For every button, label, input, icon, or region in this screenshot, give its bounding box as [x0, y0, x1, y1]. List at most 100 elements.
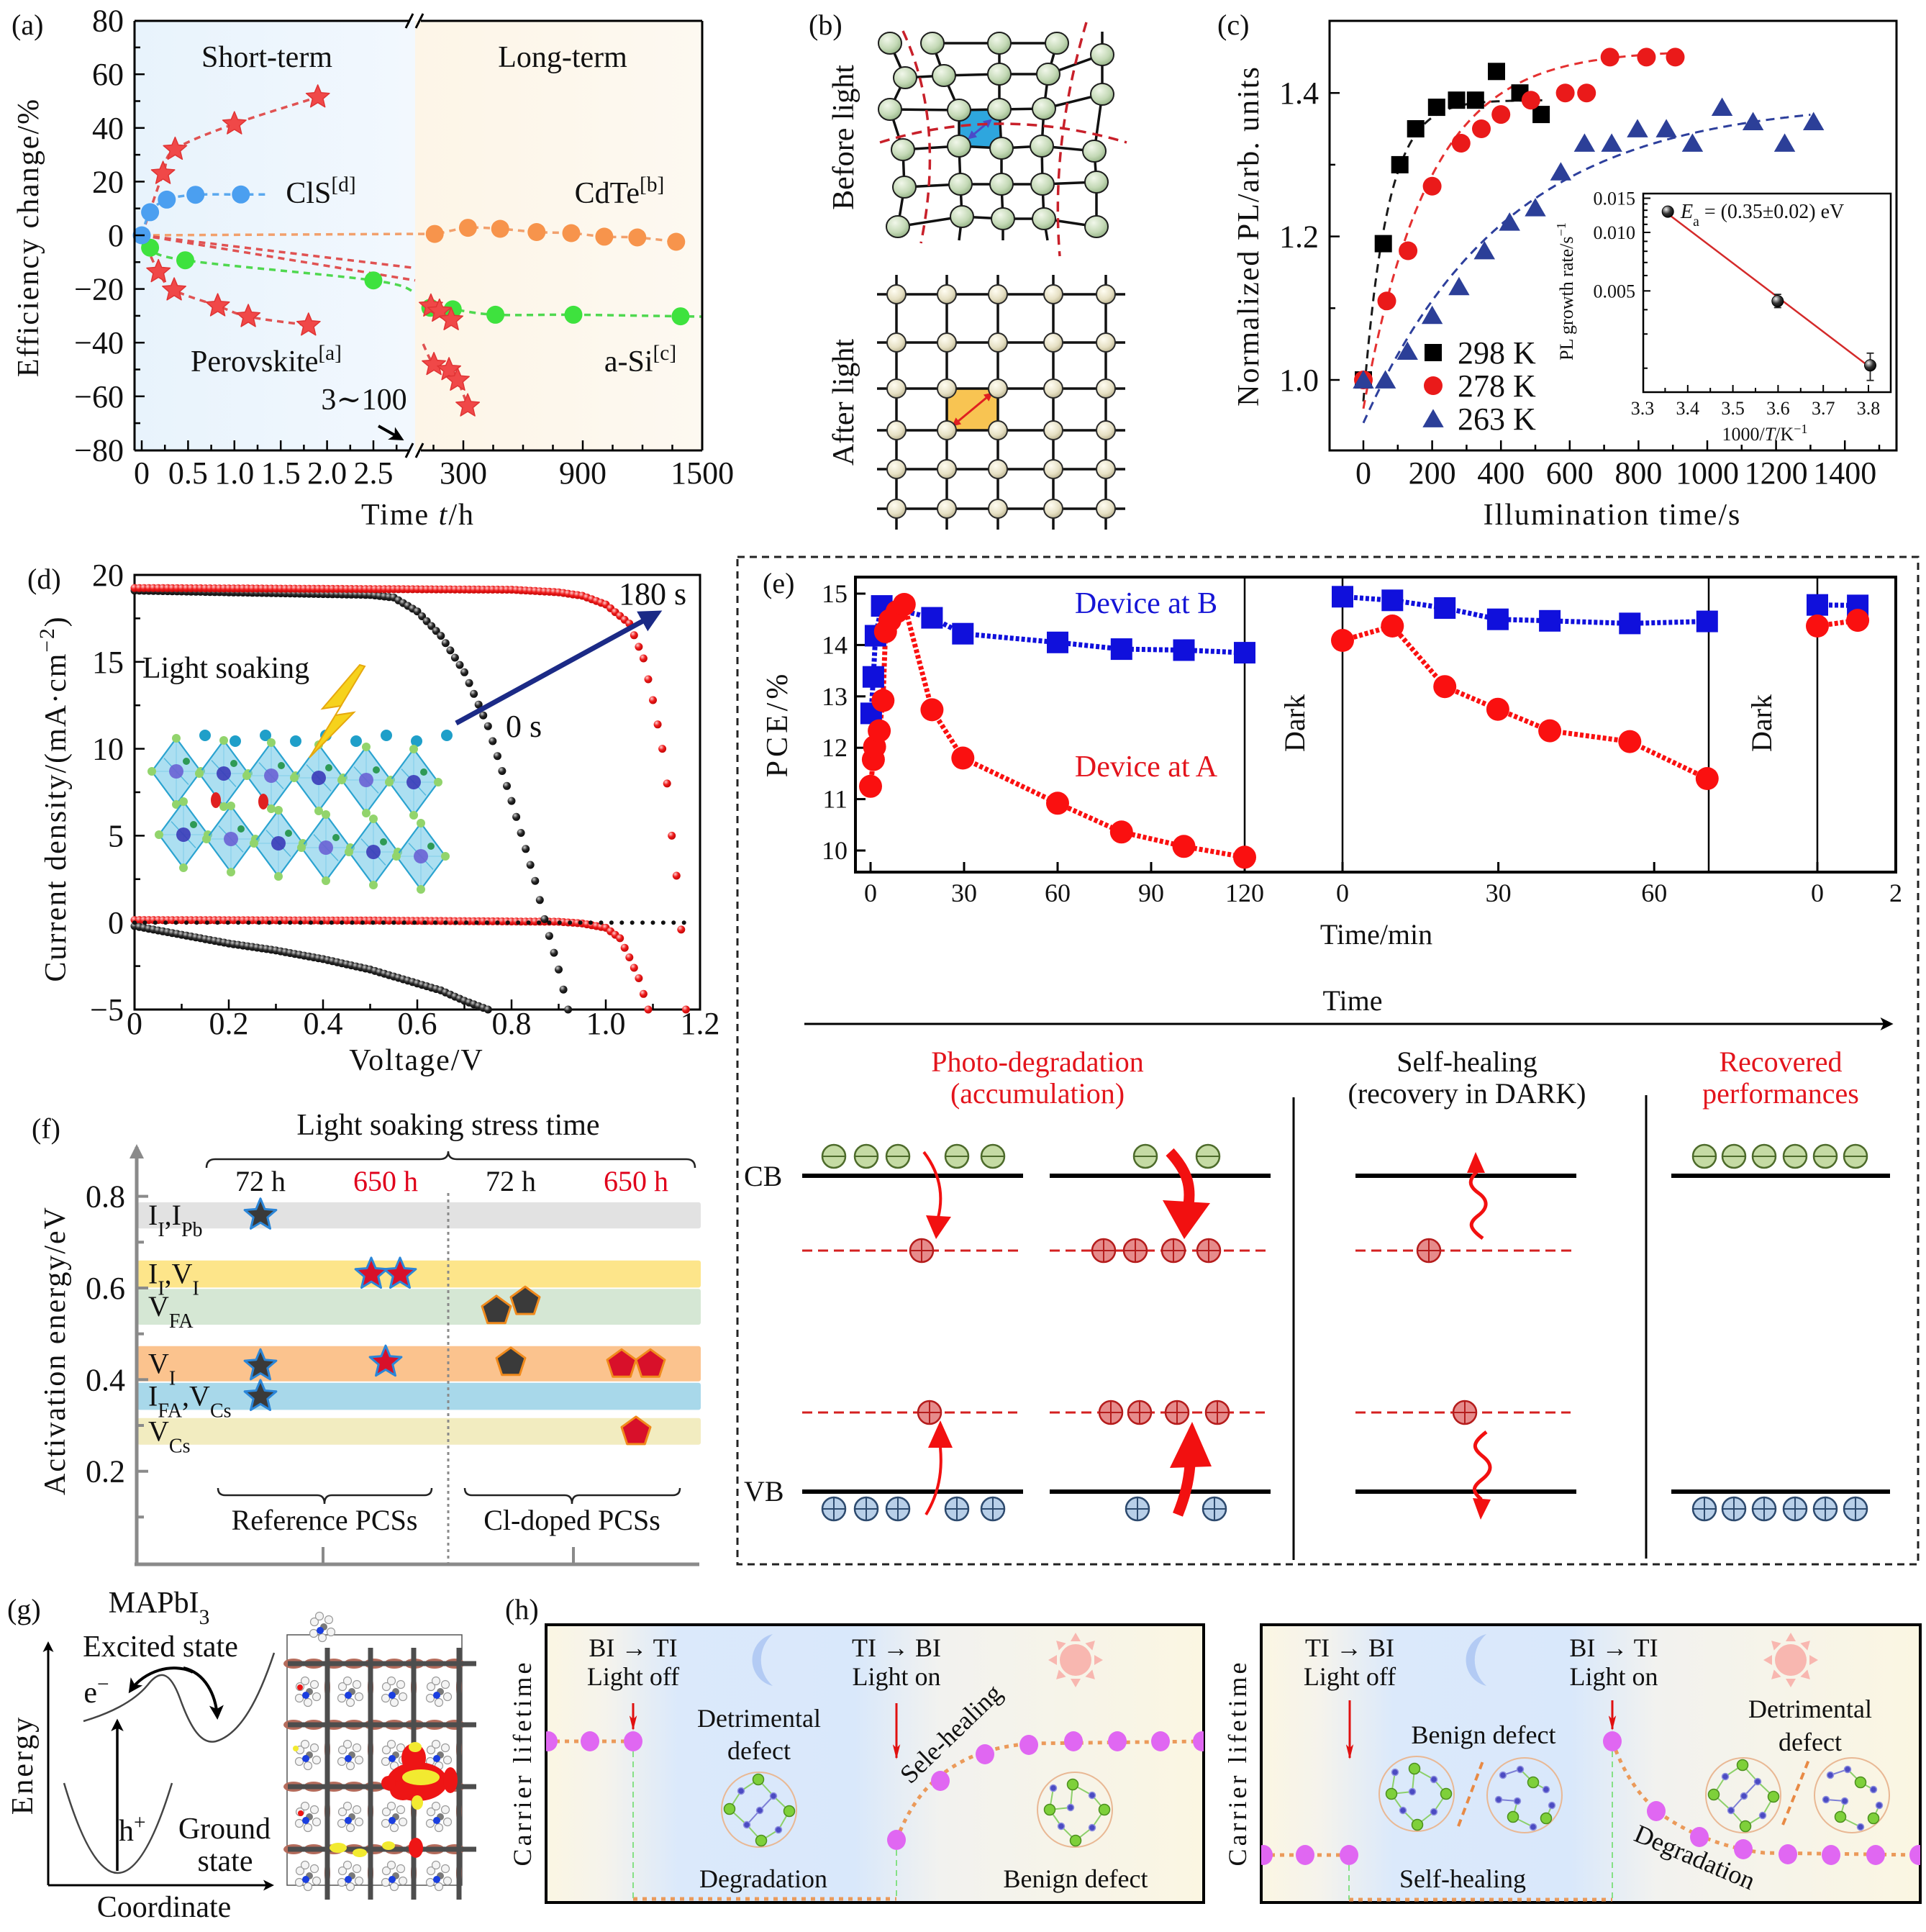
- data-point-pl-growth-rate: [1864, 359, 1876, 372]
- data-point-perovskite: [422, 352, 446, 376]
- x-site-atom: [172, 734, 181, 743]
- inner-x-site-atom: [230, 760, 237, 767]
- b-site-atom: [217, 766, 231, 781]
- sun-icon: [1048, 1633, 1103, 1687]
- data-point-0-s-illuminated: [470, 689, 478, 698]
- sun-ray: [1786, 1633, 1796, 1641]
- superscript: [d]: [331, 173, 355, 196]
- data-point-180-s-dark: [625, 953, 634, 961]
- x-tick-label: 1000: [1676, 455, 1739, 491]
- perovskite-crystal-illustration: [147, 730, 453, 894]
- hydrogen-atom: [440, 1679, 450, 1690]
- lattice-atom: [987, 63, 1012, 86]
- y-tick-label: 0.6: [86, 1271, 125, 1306]
- small-atom: [1088, 1823, 1096, 1832]
- text-run: Time/min: [1320, 918, 1432, 951]
- text-run: 1000/: [1722, 424, 1765, 445]
- lattice-atom: [893, 66, 917, 89]
- inset-arrhenius-plot: 3.3 3.4 3.5 3.6 3.7 3.8 0.005 0.010 0.015 1000/T/…: [1554, 189, 1892, 445]
- hydrogen-atom: [381, 1877, 391, 1887]
- text-run: V: [148, 1415, 169, 1447]
- large-atom: [1867, 1812, 1880, 1825]
- text-run: Short-term: [201, 41, 332, 74]
- x-site-atom: [242, 771, 251, 780]
- free-electron: [821, 1143, 847, 1169]
- ground-state-label: Ground: [178, 1813, 271, 1846]
- lattice-atom: [937, 284, 957, 304]
- x-tick-label: 3.6: [1766, 398, 1790, 419]
- data-point-device-at-a: [868, 719, 891, 743]
- group-brace: [217, 1487, 433, 1505]
- x-tick-label: 600: [1546, 455, 1594, 491]
- lifetime-data-point: [1108, 1731, 1127, 1751]
- data-point-device-at-a: [1046, 792, 1069, 815]
- text-run: Perovskite: [191, 345, 318, 378]
- y-tick-label: 1.2: [1279, 219, 1319, 255]
- stage-subtitle: (recovery in DARK): [1348, 1077, 1586, 1110]
- superscript: [c]: [653, 342, 677, 365]
- b-site-atom: [406, 775, 421, 789]
- relaxation-arrow-right: [183, 1666, 224, 1720]
- y-axis-label: Energy: [6, 1715, 40, 1815]
- lattice-atom: [988, 332, 1008, 353]
- reference-dot: [401, 920, 406, 925]
- plot-area: [1353, 47, 1825, 424]
- text-run: 650 h: [353, 1165, 418, 1197]
- dark-period-label: Dark: [1745, 694, 1778, 752]
- hydrogen-atom: [309, 1805, 319, 1815]
- hydrogen-atom: [386, 1676, 396, 1686]
- data-point-278-k: [1637, 47, 1656, 67]
- hydrogen-atom: [300, 1676, 310, 1686]
- sun-ray: [1763, 1655, 1772, 1665]
- strong-trapping-arrow: [1173, 1464, 1196, 1517]
- data-point-0-s-illuminated: [503, 781, 511, 790]
- text-run: 20: [92, 558, 124, 593]
- data-point-cls: [141, 203, 160, 222]
- plot-area: II,IPbII,VIVFAVIIFA,VCsVCs0.20.40.60.8Re…: [86, 1144, 701, 1566]
- arrow-end-label: 180 s: [619, 576, 686, 612]
- data-point-cls: [158, 190, 176, 209]
- defect-label: defect: [1779, 1728, 1842, 1756]
- reference-dot: [547, 920, 552, 925]
- x-site-atom: [369, 881, 378, 889]
- series-label-perovskite: Perovskite[a]: [191, 342, 342, 378]
- text-run: −40: [74, 325, 124, 360]
- inner-x-site-atom: [420, 768, 427, 776]
- nitrogen-atom: [433, 1817, 440, 1824]
- sun-ray: [1056, 1669, 1066, 1679]
- data-point-263-k: [1773, 133, 1796, 152]
- data-point-180-s-illuminated: [672, 871, 681, 880]
- reference-dot: [609, 920, 614, 925]
- lattice-atom: [947, 135, 971, 158]
- text-run: ): [40, 615, 73, 627]
- reference-dot: [640, 920, 645, 925]
- x-site-atom: [274, 806, 283, 815]
- band-label: II,VI: [148, 1258, 199, 1300]
- x-tick-label: 1400: [1813, 455, 1876, 491]
- x-site-atom: [267, 738, 276, 747]
- text-run: Light soaking: [142, 652, 309, 685]
- x-tick-label: 30: [1486, 879, 1512, 907]
- text-run: 1.0: [214, 455, 254, 491]
- hydrogen-atom: [381, 1866, 391, 1876]
- free-hole: [853, 1496, 879, 1522]
- b-site-atom: [414, 849, 428, 863]
- superscript: [b]: [640, 173, 664, 196]
- small-atom: [1408, 1787, 1417, 1796]
- column-label: 72 h: [235, 1165, 286, 1197]
- superscript: [a]: [318, 342, 342, 365]
- trapped-carrier: [1127, 1400, 1153, 1425]
- text-run: 0.4: [86, 1362, 125, 1397]
- text-run: −5: [90, 992, 124, 1028]
- x-site-atom: [267, 804, 276, 813]
- small-atom: [1499, 1771, 1507, 1779]
- data-point-device-at-b: [1807, 594, 1828, 616]
- reference-dot: [329, 920, 334, 925]
- hydrogen-atom: [426, 1745, 436, 1755]
- hydrogen-atom: [381, 1807, 391, 1817]
- b-site-atom: [169, 764, 183, 779]
- axes: 0 200 400 600 800 1000 1200 1400 1.0 1.2 1.4: [1279, 19, 1898, 491]
- text-run: 0.5: [168, 455, 208, 491]
- data-point-device-at-b: [1434, 597, 1456, 619]
